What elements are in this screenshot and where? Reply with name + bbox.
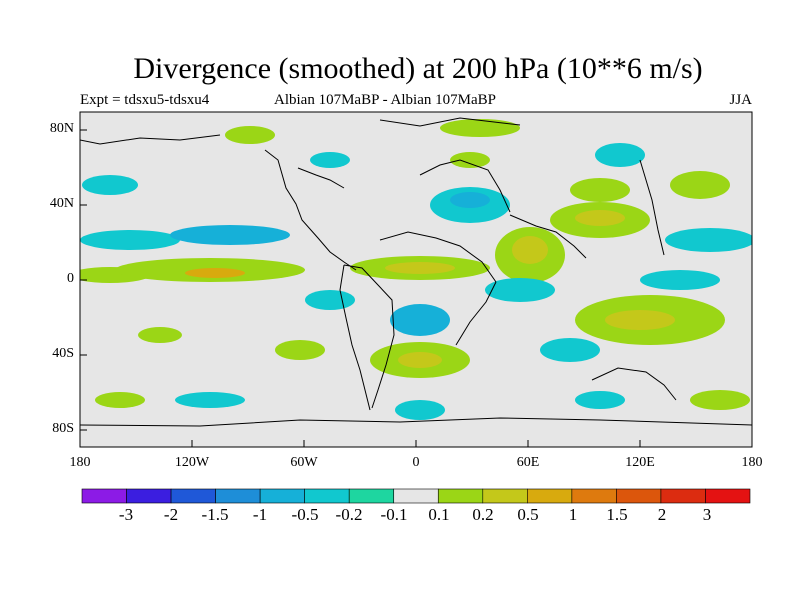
x-tick-label: 180	[741, 455, 763, 470]
field-patch	[170, 225, 290, 245]
chart-title: Divergence (smoothed) at 200 hPa (10**6 …	[133, 52, 703, 85]
field-patch	[570, 178, 630, 202]
colorbar-swatch	[170, 488, 216, 504]
coastline	[455, 281, 497, 346]
y-tick-label: 40N	[49, 196, 74, 211]
colorbar-label: 0.2	[472, 505, 494, 524]
colorbar-swatch	[705, 488, 751, 504]
field-patch	[185, 268, 245, 278]
coastline	[297, 167, 345, 189]
colorbar-swatch	[81, 488, 127, 504]
x-tick-label: 180	[69, 455, 91, 470]
coastline	[379, 117, 521, 127]
field-patch	[450, 192, 490, 208]
field-patch	[512, 236, 548, 264]
coastline	[80, 134, 221, 145]
divergence-field	[80, 119, 752, 420]
field-patch	[305, 290, 355, 310]
colorbar-swatch	[660, 488, 706, 504]
x-tick-label: 0	[412, 455, 420, 470]
y-tick-label: 80S	[52, 421, 74, 436]
field-patch	[80, 230, 180, 250]
colorbar-label: 1.5	[606, 505, 628, 524]
colorbar-swatch	[482, 488, 528, 504]
colorbar-label: 1	[568, 505, 578, 524]
colorbar-label: 0.1	[428, 505, 450, 524]
colorbar-label: 0.5	[517, 505, 539, 524]
field-patch	[450, 152, 490, 168]
coastline	[343, 264, 395, 409]
coastlines	[80, 117, 752, 427]
field-patch	[82, 175, 138, 195]
field-patch	[575, 210, 625, 226]
colorbar-swatch	[393, 488, 439, 504]
colorbar-swatch	[437, 488, 484, 504]
coastline	[591, 367, 677, 401]
field-patch	[575, 391, 625, 409]
x-tick-label: 60W	[290, 455, 318, 470]
coastline	[339, 264, 371, 411]
field-patch	[398, 352, 442, 368]
colorbar-label: -0.1	[380, 505, 408, 524]
colorbar-label: -0.2	[335, 505, 363, 524]
field-patch	[390, 304, 450, 336]
coastline	[509, 214, 587, 259]
colorbar-label: -2	[163, 505, 179, 524]
field-patch	[665, 228, 752, 252]
colorbar-swatch	[215, 488, 261, 504]
field-patch	[310, 152, 350, 168]
colorbar-label: -0.5	[291, 505, 319, 524]
y-tick-label: 40S	[52, 346, 74, 361]
colorbar-swatch	[527, 488, 573, 504]
colorbar	[81, 488, 751, 504]
field-patch	[225, 126, 275, 144]
experiment-label: Expt = tdsxu5-tdsxu4	[80, 92, 210, 108]
field-patch	[540, 338, 600, 362]
field-patch	[440, 119, 520, 137]
field-patch	[138, 327, 182, 343]
colorbar-label: 2	[657, 505, 667, 524]
axis-ticks	[79, 129, 753, 447]
coastline	[419, 159, 511, 213]
y-tick-label: 80N	[49, 121, 74, 136]
x-tick-label: 120E	[625, 455, 655, 470]
colorbar-label: -3	[118, 505, 134, 524]
field-patch	[485, 278, 555, 302]
field-patch	[275, 340, 325, 360]
field-patch	[670, 171, 730, 199]
x-tick-label: 60E	[516, 455, 540, 470]
colorbar-label: -1.5	[201, 505, 229, 524]
coastline	[639, 159, 665, 256]
coastline	[80, 417, 752, 427]
field-patch	[95, 392, 145, 408]
colorbar-label: -1	[252, 505, 268, 524]
colorbar-swatch	[616, 488, 662, 504]
x-tick-label: 120W	[174, 455, 210, 470]
field-patch	[595, 143, 645, 167]
field-patch	[395, 400, 445, 420]
coastline	[264, 149, 357, 271]
field-patch	[640, 270, 720, 290]
field-patch	[385, 262, 455, 274]
coastline	[379, 231, 497, 283]
y-tick-label: 0	[67, 271, 74, 286]
colorbar-swatch	[304, 488, 350, 504]
colorbar-swatch	[571, 488, 617, 504]
field-patch	[605, 310, 675, 330]
colorbar-label: 3	[702, 505, 712, 524]
field-patch	[690, 390, 750, 410]
season-label: JJA	[729, 92, 752, 108]
period-label: Albian 107MaBP - Albian 107MaBP	[274, 92, 496, 108]
field-patch	[175, 392, 245, 408]
colorbar-swatch	[259, 488, 305, 504]
colorbar-swatch	[126, 488, 172, 504]
colorbar-swatch	[348, 488, 395, 504]
